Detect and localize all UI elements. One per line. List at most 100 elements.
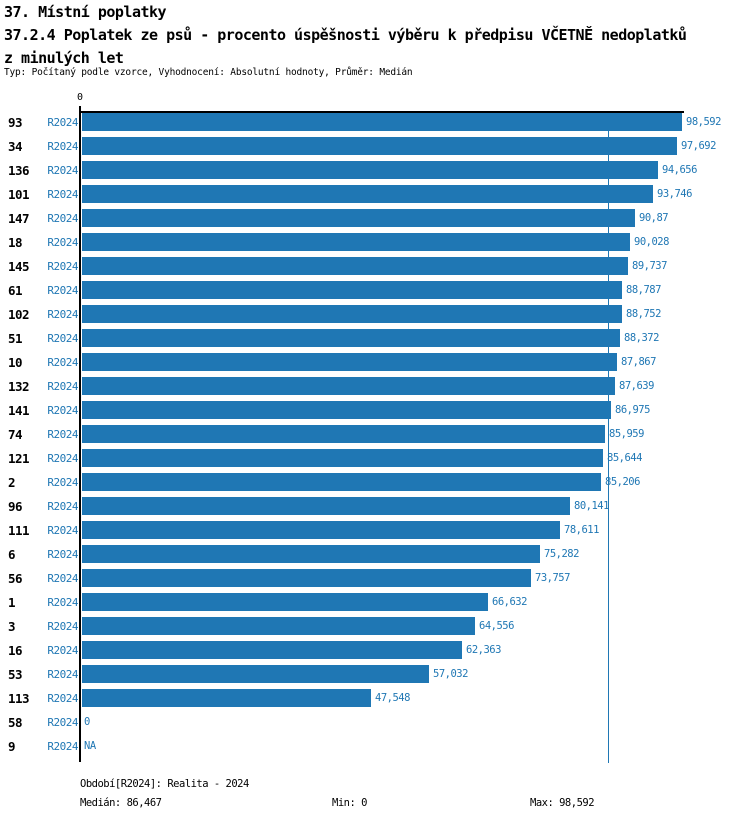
x-axis-zero-tick-label: 0: [76, 92, 84, 103]
chart-row: 136 R2024 94,656: [0, 161, 750, 179]
row-entity-id: 3: [8, 619, 16, 634]
value-label: 73,757: [535, 572, 570, 584]
value-bar: [82, 257, 628, 275]
value-label: 85,644: [607, 452, 642, 464]
value-label: 64,556: [479, 620, 514, 632]
chart-row: 111 R2024 78,611: [0, 521, 750, 539]
report-title-line-2: 37.2.4 Poplatek ze psů - procento úspěšn…: [4, 26, 687, 44]
value-bar: [82, 473, 601, 491]
row-entity-id: 34: [8, 139, 23, 154]
value-label: 66,632: [492, 596, 527, 608]
row-period-label: R2024: [47, 380, 78, 393]
value-bar: [82, 161, 658, 179]
row-entity-id: 147: [8, 211, 30, 226]
chart-row: 141 R2024 86,975: [0, 401, 750, 419]
value-bar: [82, 641, 462, 659]
row-entity-id: 51: [8, 331, 23, 346]
value-label: 89,737: [632, 260, 667, 272]
report-title-line-1: 37. Místní poplatky: [4, 3, 167, 21]
row-period-label: R2024: [47, 740, 78, 753]
value-bar: [82, 377, 615, 395]
value-label: 87,639: [619, 380, 654, 392]
chart-row: 102 R2024 88,752: [0, 305, 750, 323]
chart-row: 6 R2024 75,282: [0, 545, 750, 563]
value-label: 75,282: [544, 548, 579, 560]
value-bar: [82, 497, 570, 515]
value-label: 90,87: [639, 212, 669, 224]
value-bar: [82, 113, 682, 131]
footer-max-stat: Max: 98,592: [530, 797, 595, 809]
value-bar: [82, 665, 429, 683]
chart-row: 113 R2024 47,548: [0, 689, 750, 707]
value-bar: [82, 305, 622, 323]
value-label: 85,959: [609, 428, 644, 440]
row-entity-id: 121: [8, 451, 30, 466]
row-entity-id: 58: [8, 715, 23, 730]
row-entity-id: 145: [8, 259, 30, 274]
chart-row: 145 R2024 89,737: [0, 257, 750, 275]
chart-row: 9 R2024 NA: [0, 737, 750, 755]
value-bar: [82, 545, 540, 563]
row-period-label: R2024: [47, 668, 78, 681]
row-period-label: R2024: [47, 356, 78, 369]
row-period-label: R2024: [47, 452, 78, 465]
chart-row: 58 R2024 0: [0, 713, 750, 731]
row-entity-id: 53: [8, 667, 23, 682]
chart-row: 3 R2024 64,556: [0, 617, 750, 635]
value-bar: [82, 569, 531, 587]
value-label: 98,592: [686, 116, 721, 128]
row-period-label: R2024: [47, 404, 78, 417]
value-bar: [82, 353, 617, 371]
value-label: 0: [84, 716, 90, 728]
row-period-label: R2024: [47, 476, 78, 489]
row-period-label: R2024: [47, 428, 78, 441]
value-bar: [82, 329, 620, 347]
chart-row: 53 R2024 57,032: [0, 665, 750, 683]
row-entity-id: 9: [8, 739, 16, 754]
row-entity-id: 2: [8, 475, 16, 490]
value-label: 88,752: [626, 308, 661, 320]
chart-row: 1 R2024 66,632: [0, 593, 750, 611]
row-period-label: R2024: [47, 260, 78, 273]
chart-row: 34 R2024 97,692: [0, 137, 750, 155]
row-period-label: R2024: [47, 500, 78, 513]
chart-row: 74 R2024 85,959: [0, 425, 750, 443]
chart-row: 96 R2024 80,141: [0, 497, 750, 515]
chart-row: 16 R2024 62,363: [0, 641, 750, 659]
value-label: 87,867: [621, 356, 656, 368]
value-label: 85,206: [605, 476, 640, 488]
chart-row: 56 R2024 73,757: [0, 569, 750, 587]
y-axis-spine: [79, 106, 81, 762]
row-period-label: R2024: [47, 236, 78, 249]
row-entity-id: 101: [8, 187, 30, 202]
row-entity-id: 16: [8, 643, 23, 658]
value-bar: [82, 593, 488, 611]
row-entity-id: 10: [8, 355, 23, 370]
x-axis-top-line: [80, 111, 684, 113]
row-period-label: R2024: [47, 212, 78, 225]
value-bar: [82, 689, 371, 707]
row-entity-id: 136: [8, 163, 30, 178]
value-bar: [82, 521, 560, 539]
row-period-label: R2024: [47, 596, 78, 609]
value-bar: [82, 281, 622, 299]
row-period-label: R2024: [47, 164, 78, 177]
value-label: 47,548: [375, 692, 410, 704]
chart-row: 132 R2024 87,639: [0, 377, 750, 395]
median-reference-line: [608, 112, 609, 763]
value-bar: [82, 185, 653, 203]
value-bar: [82, 137, 677, 155]
footer-median-stat: Medián: 86,467: [80, 797, 162, 809]
row-entity-id: 18: [8, 235, 23, 250]
row-entity-id: 61: [8, 283, 23, 298]
row-period-label: R2024: [47, 644, 78, 657]
row-period-label: R2024: [47, 524, 78, 537]
row-entity-id: 93: [8, 115, 23, 130]
row-entity-id: 56: [8, 571, 23, 586]
chart-row: 101 R2024 93,746: [0, 185, 750, 203]
row-period-label: R2024: [47, 716, 78, 729]
value-label: 90,028: [634, 236, 669, 248]
row-entity-id: 132: [8, 379, 30, 394]
row-entity-id: 74: [8, 427, 23, 442]
